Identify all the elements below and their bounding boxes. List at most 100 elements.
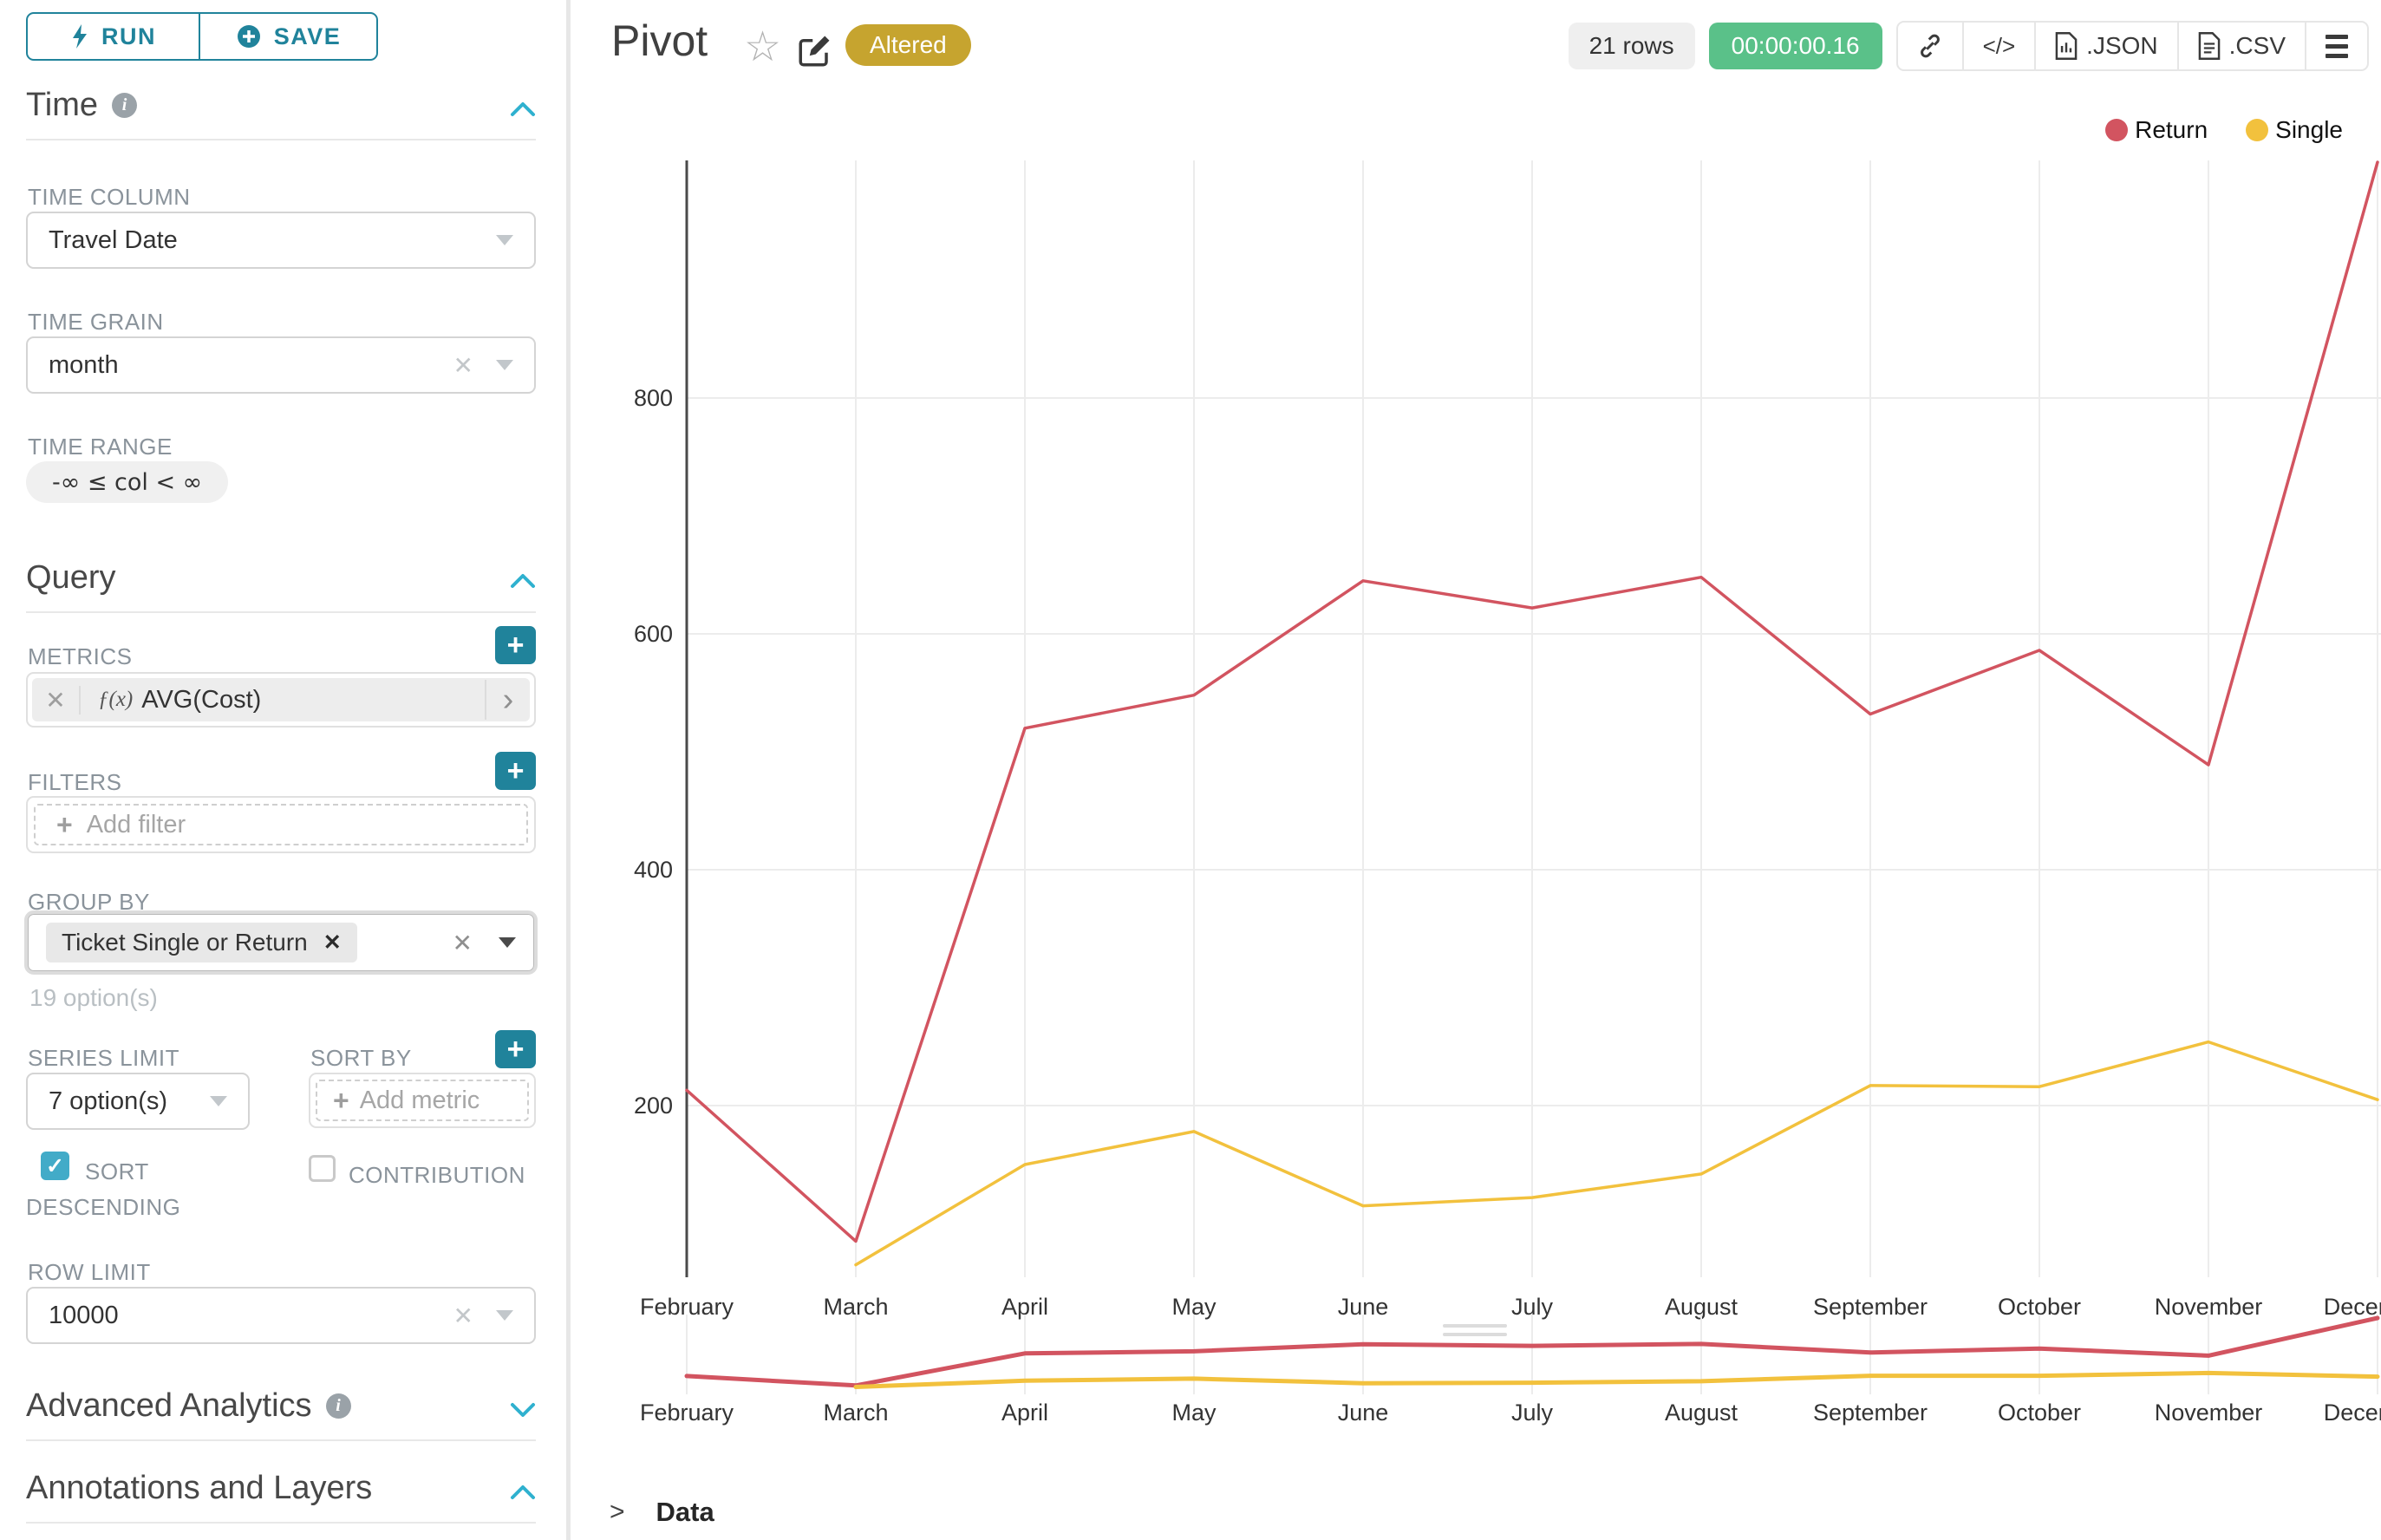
export-csv-button[interactable]: .CSV bbox=[2176, 23, 2305, 69]
section-divider bbox=[26, 1439, 536, 1441]
lightning-icon bbox=[73, 24, 87, 49]
embed-code-button[interactable]: </> bbox=[1961, 23, 2035, 69]
expand-advanced-chevron-down-icon[interactable] bbox=[510, 1401, 536, 1419]
row-limit-label: ROW LIMIT bbox=[28, 1259, 151, 1285]
data-section-header[interactable]: > Data bbox=[610, 1497, 714, 1528]
y-tick-label: 600 bbox=[634, 621, 673, 647]
row-count-pill: 21 rows bbox=[1568, 23, 1695, 69]
chart-legend: Return Single bbox=[2105, 116, 2343, 144]
control-panel-sidebar: RUN SAVE Time i TIME COLUMN Travel Date bbox=[0, 0, 571, 1540]
run-save-button-group: RUN SAVE bbox=[26, 12, 378, 61]
save-button-label: SAVE bbox=[273, 23, 342, 49]
y-tick-label: 800 bbox=[634, 385, 673, 411]
remove-metric-icon[interactable]: ✕ bbox=[32, 685, 81, 715]
section-divider bbox=[26, 139, 536, 140]
mini-x-tick-label: November bbox=[2155, 1400, 2263, 1426]
time-range-pill[interactable]: -∞ ≤ col < ∞ bbox=[26, 461, 229, 503]
function-icon: ƒ(x) bbox=[98, 688, 134, 711]
remove-tag-icon[interactable]: ✕ bbox=[323, 930, 342, 955]
sort-descending-label-line1: SORT bbox=[85, 1158, 149, 1184]
info-icon[interactable]: i bbox=[325, 1393, 351, 1419]
series-limit-select[interactable]: 7 option(s) bbox=[26, 1073, 250, 1130]
group-by-select[interactable]: Ticket Single or Return ✕ ✕ bbox=[24, 910, 538, 975]
chevron-right-icon[interactable]: › bbox=[485, 680, 530, 720]
metric-pill[interactable]: ✕ ƒ(x) AVG(Cost) › bbox=[32, 678, 530, 721]
sort-descending-checkbox[interactable]: ✓ bbox=[41, 1152, 69, 1180]
series-line-single bbox=[854, 1040, 2379, 1267]
collapse-annotations-chevron-up-icon[interactable] bbox=[510, 1484, 536, 1501]
legend-dot bbox=[2246, 119, 2269, 141]
edit-pencil-icon[interactable] bbox=[796, 33, 832, 69]
mini-x-tick-label: March bbox=[823, 1400, 888, 1426]
altered-badge[interactable]: Altered bbox=[845, 24, 971, 66]
chart-menu-button[interactable] bbox=[2305, 23, 2367, 69]
add-metric-plus-button[interactable]: + bbox=[495, 626, 536, 664]
legend-label: Return bbox=[2135, 116, 2208, 143]
sort-by-box: + Add metric bbox=[309, 1073, 536, 1128]
add-filter-plus-button[interactable]: + bbox=[495, 752, 536, 790]
mini-series-line-single bbox=[853, 1370, 2380, 1389]
series-limit-label: SERIES LIMIT bbox=[28, 1045, 180, 1071]
time-grain-value: month bbox=[49, 350, 119, 379]
plus-icon: + bbox=[56, 808, 73, 840]
json-button-label: .JSON bbox=[2086, 32, 2158, 59]
query-section-header: Query bbox=[26, 559, 115, 597]
export-json-button[interactable]: .JSON bbox=[2034, 23, 2176, 69]
export-button-group: </> .JSON .CSV bbox=[1895, 21, 2369, 71]
chart-resize-handle[interactable] bbox=[1443, 1324, 1507, 1336]
legend-item-return[interactable]: Return bbox=[2105, 116, 2208, 144]
clear-icon[interactable]: ✕ bbox=[453, 351, 473, 379]
advanced-analytics-title: Advanced Analytics bbox=[26, 1387, 312, 1424]
clear-icon[interactable]: ✕ bbox=[453, 1302, 473, 1329]
collapse-time-chevron-up-icon[interactable] bbox=[510, 101, 536, 118]
info-icon[interactable]: i bbox=[112, 93, 138, 118]
row-limit-select[interactable]: 10000 ✕ bbox=[26, 1287, 536, 1344]
add-filter-button[interactable]: + Add filter bbox=[34, 804, 528, 845]
altered-badge-label: Altered bbox=[870, 31, 947, 58]
clear-icon[interactable]: ✕ bbox=[452, 929, 473, 956]
sort-by-placeholder: Add metric bbox=[359, 1086, 480, 1114]
metric-value: AVG(Cost) bbox=[141, 685, 262, 714]
chevron-down-icon bbox=[496, 1310, 513, 1321]
copy-link-button[interactable] bbox=[1898, 23, 1962, 69]
json-file-icon bbox=[2055, 32, 2078, 60]
mini-x-tick-label: April bbox=[1001, 1400, 1048, 1426]
section-divider bbox=[26, 1522, 536, 1524]
add-sort-metric-button[interactable]: + Add metric bbox=[316, 1080, 529, 1121]
code-icon: </> bbox=[1982, 32, 2016, 59]
chevron-down-icon bbox=[210, 1096, 227, 1106]
run-button[interactable]: RUN bbox=[28, 14, 199, 59]
query-timer-pill: 00:00:00.16 bbox=[1708, 23, 1882, 69]
contribution-checkbox[interactable] bbox=[309, 1155, 336, 1182]
mini-x-tick-label: May bbox=[1171, 1400, 1217, 1426]
time-section-header: Time i bbox=[26, 87, 138, 124]
favorite-star-icon[interactable]: ☆ bbox=[744, 24, 782, 70]
time-column-select[interactable]: Travel Date bbox=[26, 212, 536, 269]
mini-x-tick-label: July bbox=[1511, 1400, 1554, 1426]
row-limit-value: 10000 bbox=[49, 1301, 119, 1329]
sort-by-label: SORT BY bbox=[310, 1045, 412, 1071]
line-chart[interactable]: 200400600800FebruaryFebruaryMarchMarchAp… bbox=[575, 130, 2381, 1431]
legend-item-single[interactable]: Single bbox=[2246, 116, 2343, 144]
add-filter-placeholder: Add filter bbox=[86, 810, 186, 839]
time-column-value: Travel Date bbox=[49, 225, 178, 254]
data-section-label: Data bbox=[656, 1497, 714, 1527]
mini-x-tick-label: August bbox=[1665, 1400, 1738, 1426]
save-button[interactable]: SAVE bbox=[199, 14, 376, 59]
time-grain-select[interactable]: month ✕ bbox=[26, 336, 536, 394]
mini-x-tick-label: September bbox=[1813, 1400, 1928, 1426]
x-tick-label: December bbox=[2324, 1294, 2381, 1320]
time-range-label: TIME RANGE bbox=[28, 434, 173, 460]
annotations-header: Annotations and Layers bbox=[26, 1470, 372, 1507]
plus-icon: + bbox=[333, 1084, 349, 1116]
advanced-analytics-header: Advanced Analytics i bbox=[26, 1387, 351, 1425]
mini-x-tick-label: October bbox=[1998, 1400, 2081, 1426]
y-tick-label: 200 bbox=[634, 1093, 673, 1119]
y-tick-label: 400 bbox=[634, 857, 673, 883]
series-line-return bbox=[685, 160, 2379, 1243]
add-sort-metric-plus-button[interactable]: + bbox=[495, 1030, 536, 1068]
series-limit-value: 7 option(s) bbox=[49, 1086, 168, 1115]
run-button-label: RUN bbox=[101, 23, 156, 49]
collapse-query-chevron-up-icon[interactable] bbox=[510, 572, 536, 590]
